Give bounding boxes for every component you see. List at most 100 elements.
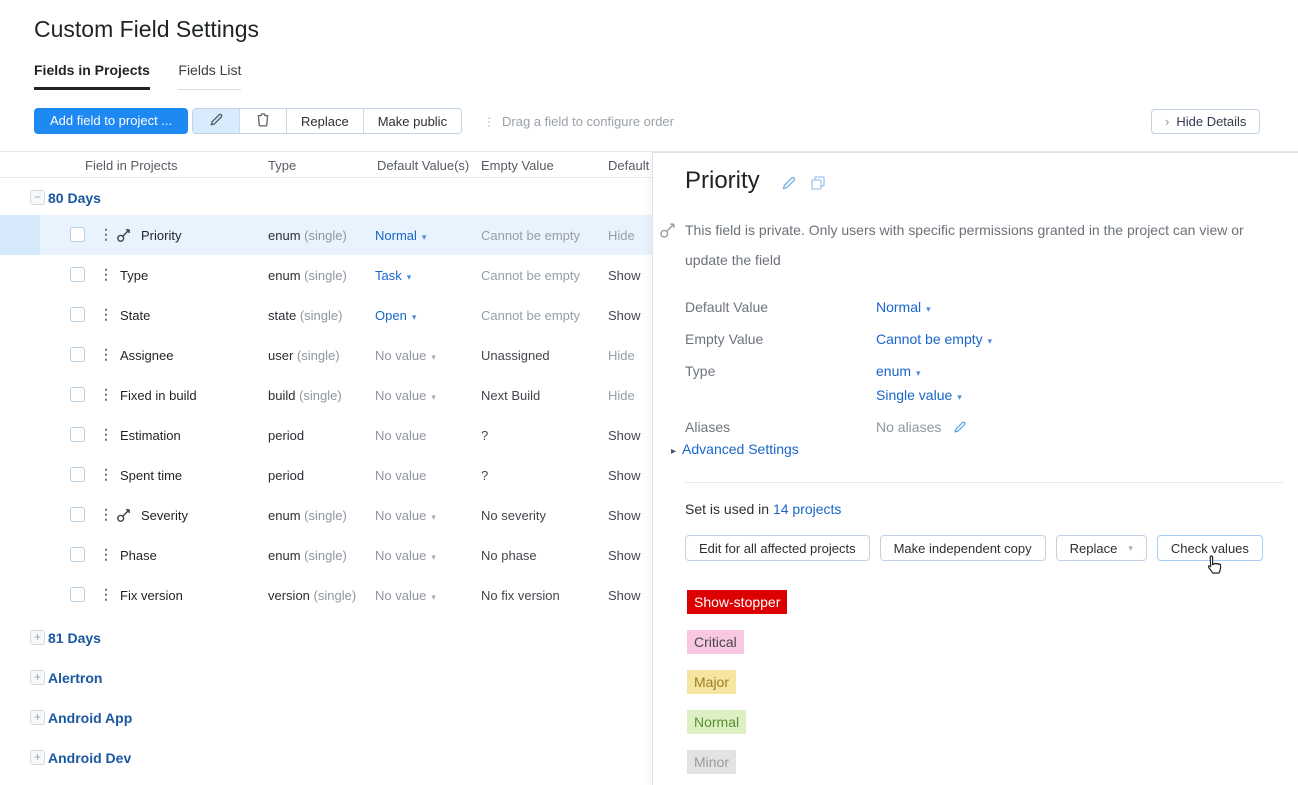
dropdown-arrow-icon: ▾ bbox=[957, 392, 962, 402]
project-group-android-dev[interactable]: + Android Dev bbox=[0, 741, 652, 775]
projects-link[interactable]: 14 projects bbox=[772, 501, 842, 517]
field-name[interactable]: Fix version bbox=[120, 588, 183, 603]
default-value-dropdown[interactable]: No value ▾ bbox=[375, 548, 436, 563]
row-checkbox[interactable] bbox=[70, 547, 85, 562]
row-checkbox[interactable] bbox=[70, 467, 85, 482]
default-value-dropdown[interactable]: No value ▾ bbox=[375, 588, 436, 603]
table-row[interactable]: ⋮ Assignee user (single) No value ▾ Unass… bbox=[0, 335, 652, 375]
row-checkbox[interactable] bbox=[70, 427, 85, 442]
row-checkbox[interactable] bbox=[70, 347, 85, 362]
default-visibility[interactable]: Show bbox=[608, 508, 641, 523]
kebab-menu-icon[interactable]: ⋮ bbox=[99, 586, 113, 602]
expand-plus-icon[interactable]: + bbox=[30, 750, 45, 765]
value-badge-normal[interactable]: Normal bbox=[687, 710, 747, 734]
expand-plus-icon[interactable]: + bbox=[30, 630, 45, 645]
expand-plus-icon[interactable]: + bbox=[30, 670, 45, 685]
replace-dropdown-button[interactable]: Replace ▾ bbox=[1055, 535, 1147, 561]
project-group-81-days[interactable]: + 81 Days bbox=[0, 621, 652, 655]
table-row[interactable]: ⋮ Fix version version (single) No value ▾… bbox=[0, 575, 652, 615]
default-visibility[interactable]: Show bbox=[608, 548, 641, 563]
default-value-dropdown[interactable]: No value ▾ bbox=[375, 388, 436, 403]
field-name[interactable]: State bbox=[120, 308, 151, 323]
replace-button[interactable]: Replace bbox=[287, 109, 364, 133]
default-value-dropdown[interactable]: No value ▾ bbox=[375, 508, 436, 523]
project-group-android-app[interactable]: + Android App bbox=[0, 701, 652, 735]
kebab-menu-icon[interactable]: ⋮ bbox=[99, 426, 113, 442]
default-visibility[interactable]: Show bbox=[608, 428, 641, 443]
default-visibility[interactable]: Hide bbox=[608, 228, 635, 243]
default-value-dropdown[interactable]: No value ▾ bbox=[375, 348, 436, 363]
cardinality-dropdown[interactable]: Single value ▾ bbox=[876, 387, 962, 403]
value-badge-minor[interactable]: Minor bbox=[687, 750, 737, 774]
project-group-alertron[interactable]: + Alertron bbox=[0, 661, 652, 695]
field-name[interactable]: Severity bbox=[141, 508, 188, 523]
empty-value: No phase bbox=[481, 548, 537, 563]
type-dropdown[interactable]: enum ▾ bbox=[876, 363, 921, 379]
row-checkbox[interactable] bbox=[70, 387, 85, 402]
table-row[interactable]: ⋮ Phase enum (single) No value ▾ No phase… bbox=[0, 535, 652, 575]
kebab-menu-icon[interactable]: ⋮ bbox=[99, 466, 113, 482]
field-name[interactable]: Spent time bbox=[120, 468, 183, 483]
edit-name-icon[interactable] bbox=[781, 175, 797, 196]
table-row[interactable]: ⋮ Priority enum (single) Normal ▾ Cannot … bbox=[0, 215, 652, 255]
project-group-80-days[interactable]: − 80 Days bbox=[0, 181, 652, 215]
delete-field-button[interactable] bbox=[240, 109, 287, 133]
default-visibility[interactable]: Show bbox=[608, 588, 641, 603]
row-checkbox[interactable] bbox=[70, 587, 85, 602]
field-name[interactable]: Assignee bbox=[120, 348, 174, 363]
table-row[interactable]: ⋮ Spent time period No value ? Show bbox=[0, 455, 652, 495]
edit-field-button[interactable] bbox=[193, 109, 240, 133]
default-visibility[interactable]: Hide bbox=[608, 388, 635, 403]
table-row[interactable]: ⋮ Estimation period No value ? Show bbox=[0, 415, 652, 455]
default-visibility[interactable]: Show bbox=[608, 308, 641, 323]
kebab-menu-icon[interactable]: ⋮ bbox=[99, 306, 113, 322]
table-row[interactable]: ⋮ Type enum (single) Task ▾ Cannot be emp… bbox=[0, 255, 652, 295]
advanced-settings-toggle[interactable]: ▸ Advanced Settings bbox=[671, 441, 799, 457]
row-checkbox[interactable] bbox=[70, 227, 85, 242]
value-badge-major[interactable]: Major bbox=[687, 670, 737, 694]
col-type: Type bbox=[268, 158, 297, 173]
default-value-dropdown[interactable]: Normal ▾ bbox=[876, 299, 931, 315]
tab-fields-in-projects[interactable]: Fields in Projects bbox=[34, 62, 150, 90]
edit-all-projects-button[interactable]: Edit for all affected projects bbox=[685, 535, 870, 561]
make-independent-copy-button[interactable]: Make independent copy bbox=[879, 535, 1046, 561]
kebab-menu-icon[interactable]: ⋮ bbox=[99, 346, 113, 362]
kebab-menu-icon[interactable]: ⋮ bbox=[99, 506, 113, 522]
default-value-dropdown[interactable]: Task ▾ bbox=[375, 268, 412, 283]
field-name[interactable]: Priority bbox=[141, 228, 182, 243]
default-visibility[interactable]: Hide bbox=[608, 348, 635, 363]
kebab-menu-icon[interactable]: ⋮ bbox=[99, 266, 113, 282]
kebab-menu-icon[interactable]: ⋮ bbox=[99, 546, 113, 562]
field-name[interactable]: Fixed in build bbox=[120, 388, 197, 403]
add-field-button[interactable]: Add field to project ... bbox=[34, 108, 189, 134]
hide-details-button[interactable]: › Hide Details bbox=[1151, 109, 1261, 134]
copy-icon[interactable] bbox=[810, 175, 826, 196]
row-checkbox[interactable] bbox=[70, 267, 85, 282]
dropdown-arrow-icon: ▾ bbox=[926, 304, 931, 314]
default-value-dropdown[interactable]: Open ▾ bbox=[375, 308, 417, 323]
default-value-dropdown[interactable]: Normal ▾ bbox=[375, 228, 427, 243]
table-row[interactable]: ⋮ Fixed in build build (single) No value… bbox=[0, 375, 652, 415]
value-badge-critical[interactable]: Critical bbox=[687, 630, 744, 654]
empty-value-dropdown[interactable]: Cannot be empty ▾ bbox=[876, 331, 993, 347]
field-name[interactable]: Type bbox=[120, 268, 149, 283]
edit-aliases-icon[interactable] bbox=[953, 420, 967, 437]
tab-fields-list[interactable]: Fields List bbox=[178, 62, 242, 90]
kebab-menu-icon[interactable]: ⋮ bbox=[99, 386, 113, 402]
kebab-menu-icon[interactable]: ⋮ bbox=[99, 226, 113, 242]
value-badge-show-stopper[interactable]: Show-stopper bbox=[687, 590, 788, 614]
row-checkbox[interactable] bbox=[70, 307, 85, 322]
default-visibility[interactable]: Show bbox=[608, 268, 641, 283]
make-public-button[interactable]: Make public bbox=[363, 109, 462, 133]
col-empty-value: Empty Value bbox=[481, 158, 554, 173]
table-row[interactable]: ⋮ State state (single) Open ▾ Cannot be e… bbox=[0, 295, 652, 335]
collapse-minus-icon[interactable]: − bbox=[30, 190, 45, 205]
field-name[interactable]: Estimation bbox=[120, 428, 181, 443]
row-checkbox[interactable] bbox=[70, 507, 85, 522]
field-name[interactable]: Phase bbox=[120, 548, 157, 563]
expand-plus-icon[interactable]: + bbox=[30, 710, 45, 725]
table-row[interactable]: ⋮ Severity enum (single) No value ▾ No se… bbox=[0, 495, 652, 535]
usage-info: Set is used in 14 projects bbox=[685, 501, 842, 517]
default-visibility[interactable]: Show bbox=[608, 468, 641, 483]
empty-value: Cannot be empty bbox=[481, 268, 581, 283]
